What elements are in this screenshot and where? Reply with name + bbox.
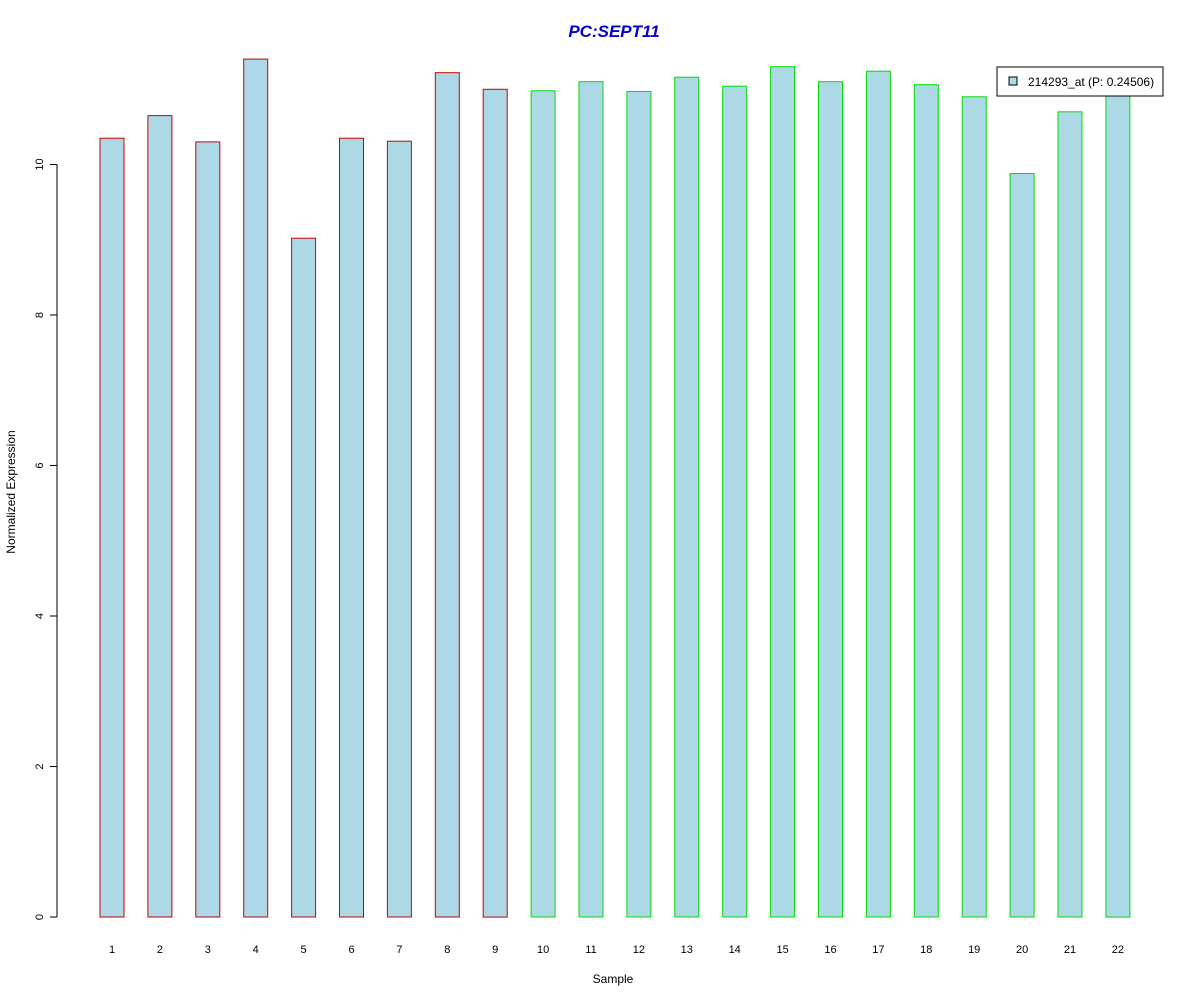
bars-group: [99, 58, 1131, 918]
bar-sample-22: [1105, 88, 1131, 918]
bar-sample-7: [386, 140, 412, 918]
x-axis-title: Sample: [593, 972, 634, 986]
chart-title: PC:SEPT11: [568, 22, 659, 41]
legend-label: 214293_at (P: 0.24506): [1028, 75, 1154, 89]
x-tick-label: 13: [681, 944, 693, 956]
legend-box: [996, 66, 1164, 97]
x-tick-label: 12: [633, 944, 645, 956]
bar-sample-12: [626, 91, 652, 918]
x-tick-label: 8: [444, 944, 450, 956]
bar-sample-11: [578, 81, 604, 918]
bar-sample-20: [1009, 173, 1035, 918]
y-tick-label: 4: [34, 613, 46, 619]
x-tick-label: 14: [729, 944, 741, 956]
bar-sample-1: [99, 137, 125, 918]
y-tick-label: 8: [34, 312, 46, 318]
y-axis-title: Normalized Expression: [4, 430, 18, 553]
y-tick-label: 0: [34, 914, 46, 920]
bar-sample-13: [674, 76, 700, 918]
bar-sample-18: [913, 84, 939, 918]
x-tick-label: 3: [205, 944, 211, 956]
x-tick-label: 17: [872, 944, 884, 956]
x-tick-label: 7: [396, 944, 402, 956]
bar-sample-6: [339, 137, 364, 918]
x-tick-label: 10: [537, 944, 549, 956]
bar-sample-15: [770, 66, 796, 918]
x-tick-label: 16: [824, 944, 836, 956]
bar-sample-2: [147, 115, 173, 918]
x-tick-label: 19: [968, 944, 980, 956]
x-tick-label: 21: [1064, 944, 1076, 956]
x-tick-label: 1: [109, 944, 115, 956]
x-tick-label: 11: [585, 944, 596, 956]
y-axis: 0 2 4 6 8 10: [34, 158, 58, 920]
x-tick-label: 15: [776, 944, 788, 956]
x-tick-label: 6: [348, 944, 354, 956]
x-tick-label: 18: [920, 944, 932, 956]
x-tick-label: 22: [1112, 944, 1124, 956]
bar-sample-17: [865, 70, 891, 918]
y-tick-label: 2: [34, 763, 46, 769]
x-tick-labels: 1 2 3 4 5 6 7 8 9 10 11 12 13 14 15 16 17 18 19 20 21 22: [109, 944, 1124, 956]
x-tick-label: 5: [301, 944, 307, 956]
bar-sample-10: [530, 90, 556, 918]
bar-sample-3: [195, 141, 221, 918]
y-tick-label: 6: [34, 462, 46, 468]
x-tick-label: 9: [492, 944, 498, 956]
legend-swatch: [1008, 76, 1018, 86]
x-tick-label: 4: [253, 944, 259, 956]
x-tick-label: 20: [1016, 944, 1028, 956]
bar-sample-14: [722, 85, 748, 918]
legend: 214293_at (P: 0.24506): [996, 66, 1164, 97]
x-tick-label: 2: [157, 944, 163, 956]
bar-sample-19: [961, 96, 987, 918]
bar-sample-5: [291, 237, 317, 918]
bar-sample-9: [482, 88, 508, 918]
y-tick-label: 10: [34, 158, 46, 170]
bar-sample-4: [243, 58, 269, 918]
bar-sample-16: [818, 81, 843, 918]
bar-sample-8: [434, 72, 460, 918]
bar-sample-21: [1057, 111, 1083, 918]
